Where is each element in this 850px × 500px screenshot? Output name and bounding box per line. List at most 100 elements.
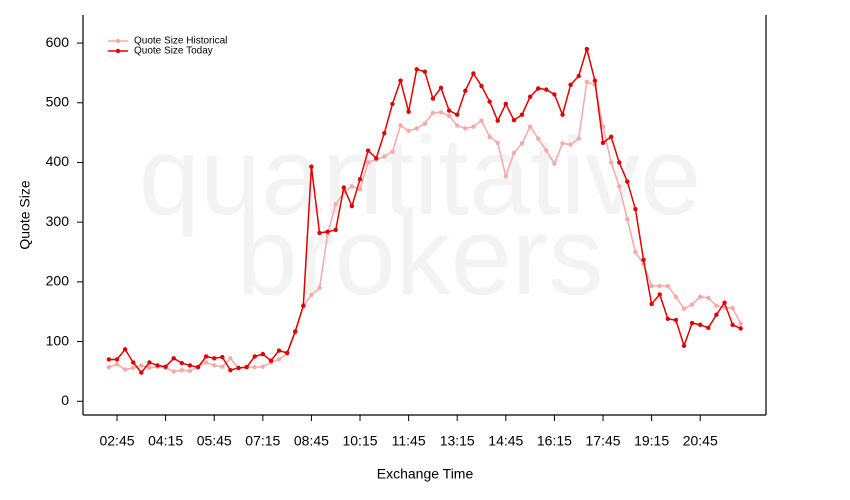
legend-label: Quote Size Today	[134, 46, 213, 57]
point	[519, 141, 525, 146]
point	[503, 101, 509, 107]
point	[681, 306, 687, 311]
point	[576, 73, 581, 79]
point	[487, 134, 492, 139]
point	[698, 322, 703, 328]
point	[139, 370, 144, 375]
point	[398, 123, 403, 128]
point	[139, 363, 144, 368]
point	[382, 154, 387, 159]
point	[276, 357, 282, 362]
point	[463, 88, 468, 94]
point	[471, 124, 476, 129]
point	[179, 360, 185, 366]
point	[244, 365, 249, 370]
point	[374, 156, 379, 161]
legend-label: Quote Size Historical	[134, 36, 227, 47]
point	[657, 283, 662, 289]
point	[406, 128, 411, 134]
point	[147, 365, 152, 371]
point	[430, 110, 436, 116]
x-tick-label: 07:15	[245, 433, 280, 449]
point	[673, 317, 679, 323]
point	[722, 300, 727, 305]
point	[212, 356, 217, 361]
legend-marker	[115, 48, 121, 54]
point	[398, 78, 403, 83]
point	[536, 136, 541, 141]
point	[714, 312, 719, 317]
point	[203, 360, 209, 365]
x-tick-label: 11:45	[392, 433, 426, 449]
point	[382, 131, 387, 136]
point	[365, 160, 371, 165]
point	[495, 140, 500, 145]
point	[487, 99, 492, 104]
point	[195, 365, 201, 370]
point	[131, 365, 136, 371]
point	[414, 126, 419, 131]
point	[738, 321, 743, 326]
point	[592, 78, 598, 83]
point	[730, 305, 735, 311]
point	[706, 325, 711, 331]
x-tick-label: 19:15	[634, 433, 669, 449]
point	[617, 160, 622, 165]
point	[406, 109, 411, 114]
point	[633, 206, 638, 212]
point	[479, 118, 484, 123]
point	[568, 82, 573, 88]
point	[527, 94, 533, 99]
point	[455, 123, 460, 128]
point	[106, 357, 112, 362]
point	[689, 320, 695, 326]
point	[390, 101, 395, 107]
y-tick-label: 200	[46, 273, 70, 289]
point	[422, 69, 428, 74]
point	[309, 164, 314, 169]
y-tick-label: 600	[46, 34, 70, 50]
point	[446, 108, 452, 113]
point	[600, 140, 606, 145]
y-tick-label: 400	[46, 153, 70, 169]
point	[706, 295, 711, 301]
point	[252, 354, 257, 359]
point	[625, 179, 630, 184]
point	[260, 364, 266, 369]
point	[649, 301, 654, 307]
point	[455, 112, 460, 117]
point	[600, 124, 606, 129]
point	[657, 292, 662, 297]
point	[665, 283, 671, 289]
point	[301, 303, 306, 308]
point	[608, 134, 614, 139]
point	[698, 294, 703, 299]
point	[212, 363, 217, 368]
point	[357, 176, 363, 182]
point	[560, 141, 565, 146]
point	[114, 357, 120, 362]
point	[357, 187, 363, 192]
x-axis-label: Exchange Time	[377, 466, 474, 482]
point	[430, 96, 436, 101]
point	[560, 112, 565, 117]
point	[714, 303, 719, 308]
point	[390, 149, 395, 154]
point	[220, 364, 225, 369]
point	[122, 367, 128, 372]
point	[730, 322, 735, 328]
point	[228, 356, 233, 361]
point	[187, 363, 193, 368]
point	[252, 365, 257, 370]
point	[552, 161, 557, 166]
point	[665, 316, 671, 322]
point	[584, 79, 590, 85]
legend-marker	[115, 38, 121, 44]
point	[617, 184, 622, 189]
point	[649, 283, 654, 289]
y-tick-label: 500	[46, 93, 70, 109]
x-tick-label: 14:45	[488, 433, 523, 449]
point	[438, 110, 444, 115]
point	[519, 112, 525, 117]
